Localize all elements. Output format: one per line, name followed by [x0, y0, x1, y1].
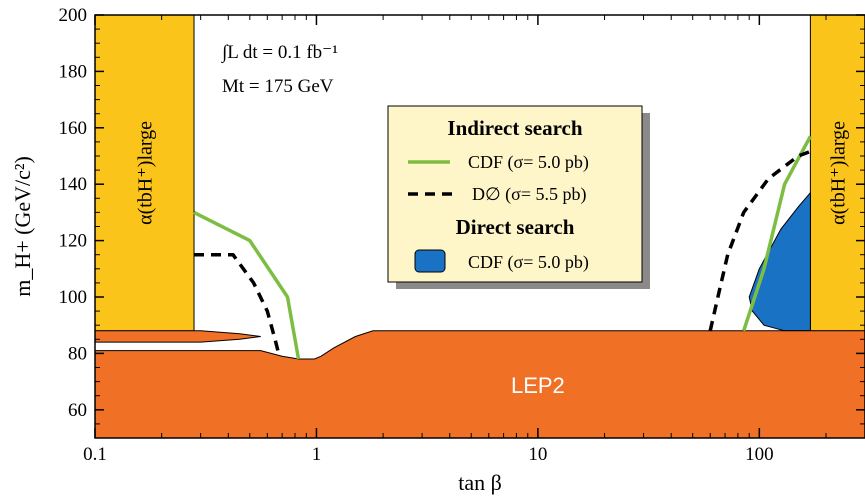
x-tick-label: 10: [528, 444, 547, 465]
legend: Indirect search CDF (σ= 5.0 pb) D∅ (σ= 5…: [387, 105, 650, 289]
y-tick-label: 140: [59, 174, 88, 195]
y-axis-title: m_H+ (GeV/c²): [10, 156, 35, 297]
x-tick-label: 100: [745, 444, 774, 465]
y-tick-label: 120: [59, 231, 88, 252]
legend-direct-title: Direct search: [456, 215, 575, 239]
alpha-left-label: α(tbH⁺)large: [135, 121, 157, 225]
band-labels: α(tbH⁺)large α(tbH⁺)large: [135, 121, 850, 225]
d0-indirect-curve-1: [194, 252, 280, 352]
plot-area: LEP2: [95, 15, 865, 438]
axes: 60 80 100 120 140 160 180 200 0.1 1 10 100 tan β m_H+…: [10, 5, 865, 495]
legend-d0-label: D∅ (σ= 5.5 pb): [472, 184, 587, 205]
y-tick-label: 60: [68, 400, 87, 421]
lep2-label: LEP2: [511, 373, 565, 398]
x-axis-title: tan β: [458, 470, 502, 495]
lep2-region: [95, 330, 865, 438]
alpha-band-right: [809, 15, 865, 332]
y-tick-label: 200: [59, 5, 88, 26]
legend-indirect-title: Indirect search: [447, 116, 582, 140]
cdf-direct-region: [748, 191, 811, 332]
y-tick-label: 180: [59, 61, 88, 82]
lep2-spike: [95, 330, 261, 343]
cdf-indirect-curve-2: [742, 135, 812, 332]
x-tick-label: 1: [312, 444, 322, 465]
annotations: ∫L dt = 0.1 fb⁻¹ Mt = 175 GeV: [221, 42, 338, 97]
y-tick-label: 80: [68, 343, 87, 364]
y-tick-label: 100: [59, 287, 88, 308]
x-tick-label: 0.1: [83, 444, 107, 465]
d0-indirect-curve-2: [708, 148, 814, 332]
legend-cdf-direct-swatch: [414, 249, 446, 273]
alpha-band-left: [95, 15, 195, 332]
alpha-right-label: α(tbH⁺)large: [828, 121, 850, 225]
legend-cdf-indirect-label: CDF (σ= 5.0 pb): [468, 152, 589, 173]
legend-cdf-direct-label: CDF (σ= 5.0 pb): [468, 252, 589, 273]
top-mass-annotation: Mt = 175 GeV: [222, 76, 334, 97]
luminosity-annotation: ∫L dt = 0.1 fb⁻¹: [221, 42, 338, 64]
cdf-indirect-curve-1: [193, 210, 301, 360]
y-tick-label: 160: [59, 118, 88, 139]
